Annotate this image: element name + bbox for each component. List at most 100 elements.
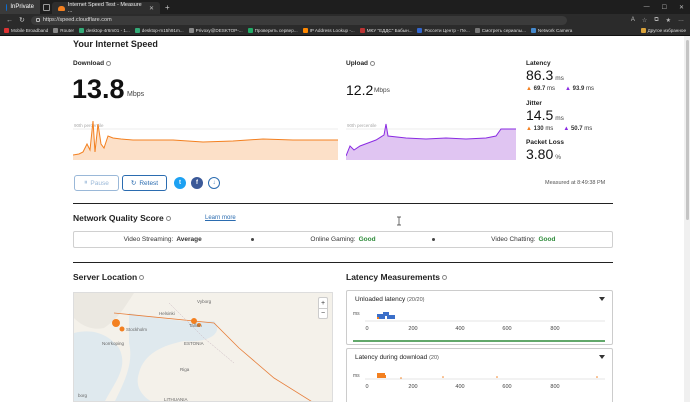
bookmark-label: IP Address Lookup -... (309, 28, 355, 33)
latency-up-unit: ms (585, 86, 594, 92)
download-label-text: Download (73, 60, 105, 67)
chevron-down-icon[interactable] (599, 297, 605, 301)
bookmark-item[interactable]: Privoxy@DESKTOP-... (188, 28, 243, 33)
retest-button[interactable]: ↻ Retest (122, 175, 167, 191)
tick-label: 600 (502, 326, 511, 332)
learn-more-link[interactable]: Learn more (205, 215, 236, 221)
other-favorites[interactable]: Другое избранное (640, 28, 686, 33)
latency-down-value: 69.7 (533, 86, 546, 92)
other-favorites-label: Другое избранное (647, 28, 686, 33)
jitter-down-unit: ms (545, 126, 554, 132)
close-tab-icon[interactable]: ✕ (148, 5, 154, 12)
tab-speedtest[interactable]: Internet Speed Test - Measure ... ✕ (52, 2, 160, 14)
bookmark-item[interactable]: desktop-m15h91m... (134, 28, 184, 33)
lock-icon (35, 18, 40, 22)
bookmark-favicon-icon (302, 28, 308, 33)
bookmark-favicon-icon (530, 28, 536, 33)
more-menu-icon[interactable]: … (678, 16, 684, 23)
refresh-icon: ↻ (130, 180, 137, 187)
chevron-down-icon[interactable] (599, 355, 605, 359)
address-bar-row: ← ↻ https://speed.cloudflare.com A ☆ ⧉ ★… (0, 14, 690, 26)
latency-block: Latency 86.3 ms ▲ 69.7 ms ▲ 93.9 ms (526, 60, 594, 92)
map-label: LITHUANIA (164, 397, 188, 402)
packet-loss-block: Packet Loss 3.80% (526, 139, 564, 164)
info-icon[interactable] (442, 275, 448, 281)
url-text: https://speed.cloudflare.com (42, 17, 112, 23)
inprivate-icon (6, 3, 8, 11)
tick-label: 400 (455, 384, 464, 390)
info-icon[interactable] (165, 216, 171, 222)
tab-actions-icon[interactable] (40, 0, 52, 14)
panel-title: Latency during download (355, 354, 428, 361)
bookmark-favicon-icon (474, 28, 480, 33)
upload-percentile-label: 90th percentile (347, 123, 377, 128)
zoom-out-button[interactable]: − (319, 308, 327, 317)
read-aloud-icon[interactable]: A (630, 16, 635, 23)
collections-icon[interactable]: ⧉ (654, 16, 659, 23)
online-gaming-score: Online Gaming: Good (254, 236, 431, 243)
bookmark-favicon-icon (53, 28, 59, 33)
info-icon[interactable] (106, 60, 112, 66)
inprivate-label: InPrivate (10, 4, 34, 10)
speedtest-page: Your Internet Speed Download 13.8 Mbps 9… (0, 36, 690, 402)
bookmark-favicon-icon (79, 28, 85, 33)
new-tab-button[interactable]: + (165, 2, 170, 12)
pause-button[interactable]: ⏸ Pause (74, 175, 119, 191)
zoom-in-button[interactable]: + (320, 299, 326, 307)
refresh-icon[interactable]: ↻ (19, 17, 25, 24)
map-label: Stockholm (126, 327, 147, 332)
bookmark-item[interactable]: desktop-4r6m01 - 1... (79, 28, 130, 33)
upload-label-text: Upload (346, 60, 369, 67)
score-value: Good (358, 236, 376, 243)
close-window-button[interactable]: ✕ (678, 4, 684, 11)
download-latency-chart: ms 0 200 400 600 800 (353, 373, 605, 390)
tick-label: 0 (365, 384, 368, 390)
score-label: Video Chatting: (491, 236, 536, 243)
window-controls: — ☐ ✕ (644, 4, 690, 11)
minimize-button[interactable]: — (643, 3, 650, 10)
map-label: Vyborg (197, 299, 212, 304)
server-map[interactable]: Vyborg Helsinki Tallinn Stockholm Norrko… (73, 292, 333, 402)
favorites-icon[interactable]: ★ (665, 17, 671, 24)
download-chart: 90th percentile (73, 120, 338, 160)
bookmark-label: Смотреть сериалы... (481, 28, 526, 33)
retest-label: Retest (139, 179, 159, 187)
back-icon[interactable]: ← (6, 16, 13, 24)
info-icon[interactable] (370, 60, 376, 66)
download-label: Download (73, 60, 112, 67)
jitter-up-value: 50.7 (570, 126, 583, 132)
bookmark-label: Mobile Broadband (11, 28, 49, 33)
bookmark-item[interactable]: Router (53, 28, 74, 33)
bookmark-item[interactable]: МКУ "ЕДДС" Бабын... (359, 28, 412, 33)
bookmark-favicon-icon (188, 28, 194, 33)
favorite-star-icon[interactable]: ☆ (641, 17, 648, 24)
bookmark-item[interactable]: Смотреть сериалы... (474, 28, 526, 33)
score-label: Online Gaming: (310, 236, 356, 243)
url-field[interactable]: https://speed.cloudflare.com (30, 15, 567, 25)
bookmark-item[interactable]: Россети Центр - Пе... (417, 28, 470, 33)
maximize-button[interactable]: ☐ (661, 4, 667, 11)
inprivate-badge[interactable]: InPrivate (0, 0, 40, 14)
score-value: Average (176, 236, 202, 243)
scrollbar-thumb[interactable] (686, 40, 689, 220)
page-scrollbar[interactable] (684, 36, 690, 402)
unloaded-latency-panel[interactable]: Unloaded latency (20/20) ms 0 200 400 60… (346, 290, 613, 345)
tick-label: 800 (550, 384, 559, 390)
text-cursor-icon (397, 216, 401, 226)
download-results-icon[interactable]: ↓ (208, 177, 220, 189)
download-percentile-label: 90th percentile (74, 123, 104, 128)
bookmark-item[interactable]: Network Camera (530, 28, 572, 33)
info-icon[interactable] (139, 275, 145, 281)
unloaded-latency-title: Unloaded latency (20/20) (355, 296, 424, 303)
panel-count: (20/20) (407, 297, 425, 303)
twitter-share-icon[interactable]: t (174, 177, 186, 189)
bookmark-label: Privoxy@DESKTOP-... (195, 28, 243, 33)
jitter-unit: ms (555, 115, 564, 122)
bookmark-label: Router (60, 28, 75, 33)
bookmark-item[interactable]: IP Address Lookup -... (302, 28, 355, 33)
bookmark-item[interactable]: Проверить сервер... (247, 28, 298, 33)
packet-loss-unit: % (555, 154, 562, 161)
download-latency-panel[interactable]: Latency during download (20) ms 0 200 40… (346, 348, 613, 402)
facebook-share-icon[interactable]: f (191, 177, 203, 189)
bookmark-item[interactable]: Mobile Broadband (4, 28, 48, 33)
